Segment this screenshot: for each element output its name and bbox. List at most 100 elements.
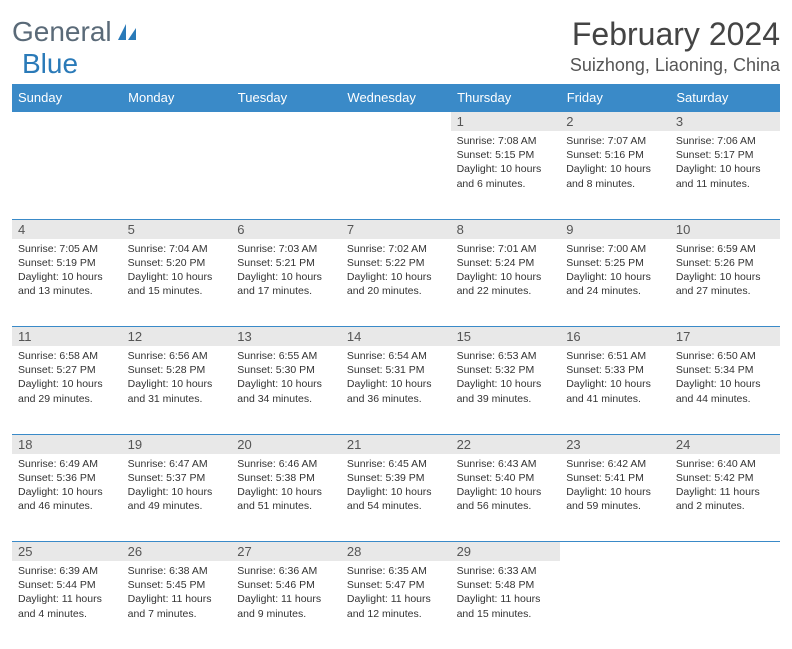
day-detail-cell: Sunrise: 7:06 AMSunset: 5:17 PMDaylight:… — [670, 131, 780, 219]
sunset-text: Sunset: 5:37 PM — [128, 471, 226, 485]
sunrise-text: Sunrise: 7:08 AM — [457, 134, 555, 148]
day-detail-cell: Sunrise: 6:54 AMSunset: 5:31 PMDaylight:… — [341, 346, 451, 434]
daylight-text: Daylight: 10 hours and 56 minutes. — [457, 485, 555, 513]
sunrise-text: Sunrise: 6:53 AM — [457, 349, 555, 363]
daylight-text: Daylight: 10 hours and 39 minutes. — [457, 377, 555, 405]
day-number-cell: 17 — [670, 327, 780, 347]
sunset-text: Sunset: 5:41 PM — [566, 471, 664, 485]
sunset-text: Sunset: 5:24 PM — [457, 256, 555, 270]
day-detail-cell — [231, 131, 341, 219]
day-number-cell: 29 — [451, 542, 561, 562]
calendar-table: SundayMondayTuesdayWednesdayThursdayFrid… — [12, 84, 780, 649]
day-number-cell: 28 — [341, 542, 451, 562]
day-detail-cell — [670, 561, 780, 649]
sunset-text: Sunset: 5:21 PM — [237, 256, 335, 270]
day-detail-cell: Sunrise: 6:50 AMSunset: 5:34 PMDaylight:… — [670, 346, 780, 434]
day-number-cell: 18 — [12, 434, 122, 454]
sunrise-text: Sunrise: 6:35 AM — [347, 564, 445, 578]
day-number-cell: 21 — [341, 434, 451, 454]
weekday-header: Saturday — [670, 84, 780, 112]
sunrise-text: Sunrise: 6:43 AM — [457, 457, 555, 471]
logo-text-1: General — [12, 16, 112, 48]
daylight-text: Daylight: 10 hours and 46 minutes. — [18, 485, 116, 513]
day-number-cell: 16 — [560, 327, 670, 347]
sunset-text: Sunset: 5:40 PM — [457, 471, 555, 485]
weekday-header: Wednesday — [341, 84, 451, 112]
daylight-text: Daylight: 10 hours and 34 minutes. — [237, 377, 335, 405]
sunset-text: Sunset: 5:32 PM — [457, 363, 555, 377]
day-number-cell: 5 — [122, 219, 232, 239]
weekday-header: Friday — [560, 84, 670, 112]
day-detail-cell: Sunrise: 7:01 AMSunset: 5:24 PMDaylight:… — [451, 239, 561, 327]
daylight-text: Daylight: 11 hours and 2 minutes. — [676, 485, 774, 513]
sunrise-text: Sunrise: 6:36 AM — [237, 564, 335, 578]
sunrise-text: Sunrise: 6:40 AM — [676, 457, 774, 471]
header: General February 2024 Suizhong, Liaoning… — [12, 16, 780, 76]
sunset-text: Sunset: 5:47 PM — [347, 578, 445, 592]
detail-row: Sunrise: 6:49 AMSunset: 5:36 PMDaylight:… — [12, 454, 780, 542]
day-detail-cell: Sunrise: 7:00 AMSunset: 5:25 PMDaylight:… — [560, 239, 670, 327]
sunrise-text: Sunrise: 6:45 AM — [347, 457, 445, 471]
day-number-cell — [122, 112, 232, 132]
day-detail-cell: Sunrise: 6:35 AMSunset: 5:47 PMDaylight:… — [341, 561, 451, 649]
daylight-text: Daylight: 10 hours and 20 minutes. — [347, 270, 445, 298]
daylight-text: Daylight: 10 hours and 59 minutes. — [566, 485, 664, 513]
day-detail-cell: Sunrise: 6:56 AMSunset: 5:28 PMDaylight:… — [122, 346, 232, 434]
daylight-text: Daylight: 10 hours and 36 minutes. — [347, 377, 445, 405]
day-number-cell: 20 — [231, 434, 341, 454]
day-detail-cell — [12, 131, 122, 219]
day-number-cell: 8 — [451, 219, 561, 239]
logo-sails-icon — [116, 22, 140, 42]
sunrise-text: Sunrise: 6:49 AM — [18, 457, 116, 471]
day-detail-cell: Sunrise: 6:45 AMSunset: 5:39 PMDaylight:… — [341, 454, 451, 542]
daynum-row: 2526272829 — [12, 542, 780, 562]
sunrise-text: Sunrise: 7:02 AM — [347, 242, 445, 256]
sunset-text: Sunset: 5:26 PM — [676, 256, 774, 270]
sunset-text: Sunset: 5:22 PM — [347, 256, 445, 270]
day-detail-cell: Sunrise: 6:43 AMSunset: 5:40 PMDaylight:… — [451, 454, 561, 542]
day-number-cell: 13 — [231, 327, 341, 347]
title-block: February 2024 Suizhong, Liaoning, China — [570, 16, 780, 76]
sunset-text: Sunset: 5:27 PM — [18, 363, 116, 377]
daylight-text: Daylight: 10 hours and 17 minutes. — [237, 270, 335, 298]
day-detail-cell: Sunrise: 6:38 AMSunset: 5:45 PMDaylight:… — [122, 561, 232, 649]
day-detail-cell: Sunrise: 6:49 AMSunset: 5:36 PMDaylight:… — [12, 454, 122, 542]
sunset-text: Sunset: 5:15 PM — [457, 148, 555, 162]
day-detail-cell: Sunrise: 7:07 AMSunset: 5:16 PMDaylight:… — [560, 131, 670, 219]
day-number-cell: 22 — [451, 434, 561, 454]
sunset-text: Sunset: 5:42 PM — [676, 471, 774, 485]
daynum-row: 123 — [12, 112, 780, 132]
day-detail-cell: Sunrise: 6:51 AMSunset: 5:33 PMDaylight:… — [560, 346, 670, 434]
day-number-cell: 7 — [341, 219, 451, 239]
day-detail-cell: Sunrise: 6:46 AMSunset: 5:38 PMDaylight:… — [231, 454, 341, 542]
day-detail-cell: Sunrise: 6:55 AMSunset: 5:30 PMDaylight:… — [231, 346, 341, 434]
sunset-text: Sunset: 5:38 PM — [237, 471, 335, 485]
sunrise-text: Sunrise: 7:06 AM — [676, 134, 774, 148]
sunrise-text: Sunrise: 6:33 AM — [457, 564, 555, 578]
day-number-cell — [560, 542, 670, 562]
sunrise-text: Sunrise: 6:54 AM — [347, 349, 445, 363]
day-number-cell: 26 — [122, 542, 232, 562]
day-detail-cell: Sunrise: 6:59 AMSunset: 5:26 PMDaylight:… — [670, 239, 780, 327]
daylight-text: Daylight: 10 hours and 11 minutes. — [676, 162, 774, 190]
daylight-text: Daylight: 10 hours and 51 minutes. — [237, 485, 335, 513]
sunrise-text: Sunrise: 6:51 AM — [566, 349, 664, 363]
day-detail-cell: Sunrise: 6:33 AMSunset: 5:48 PMDaylight:… — [451, 561, 561, 649]
day-number-cell: 2 — [560, 112, 670, 132]
daylight-text: Daylight: 10 hours and 29 minutes. — [18, 377, 116, 405]
day-detail-cell — [341, 131, 451, 219]
day-number-cell: 19 — [122, 434, 232, 454]
daylight-text: Daylight: 11 hours and 12 minutes. — [347, 592, 445, 620]
sunrise-text: Sunrise: 6:56 AM — [128, 349, 226, 363]
daylight-text: Daylight: 11 hours and 9 minutes. — [237, 592, 335, 620]
day-number-cell — [12, 112, 122, 132]
daylight-text: Daylight: 10 hours and 15 minutes. — [128, 270, 226, 298]
month-title: February 2024 — [570, 16, 780, 53]
daylight-text: Daylight: 10 hours and 6 minutes. — [457, 162, 555, 190]
sunset-text: Sunset: 5:28 PM — [128, 363, 226, 377]
day-number-cell: 15 — [451, 327, 561, 347]
day-detail-cell — [560, 561, 670, 649]
daylight-text: Daylight: 10 hours and 22 minutes. — [457, 270, 555, 298]
sunset-text: Sunset: 5:33 PM — [566, 363, 664, 377]
day-detail-cell: Sunrise: 7:05 AMSunset: 5:19 PMDaylight:… — [12, 239, 122, 327]
